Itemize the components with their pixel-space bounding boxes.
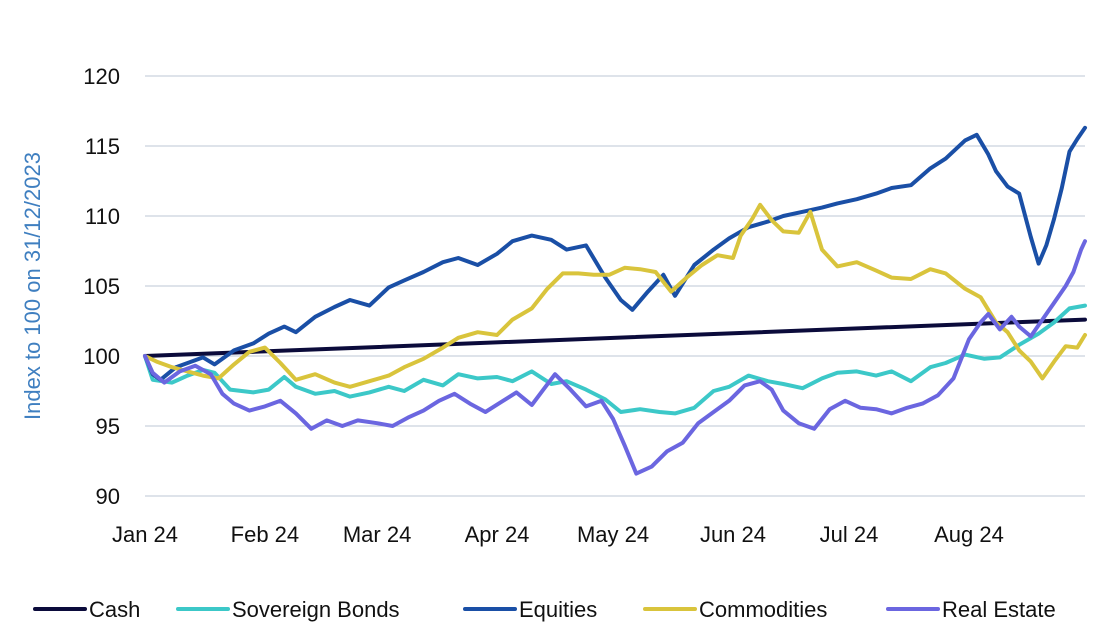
series-line-equities — [143, 125, 1087, 382]
legend-item-equities: Equities — [463, 597, 597, 622]
legend-label: Equities — [519, 597, 597, 622]
legend-label: Commodities — [699, 597, 827, 622]
x-tick-label: Mar 24 — [343, 522, 411, 547]
x-tick-label: Jun 24 — [700, 522, 766, 547]
gridlines — [145, 75, 1085, 497]
series-lines — [143, 125, 1087, 476]
y-axis-tick-labels: 90 95 100 105 110 115 120 — [83, 64, 120, 509]
y-tick-label: 95 — [96, 414, 120, 439]
legend-label: Sovereign Bonds — [232, 597, 400, 622]
x-tick-label: Apr 24 — [465, 522, 530, 547]
legend-item-cash: Cash — [33, 597, 140, 622]
series-line-commodities — [143, 202, 1087, 389]
legend-label: Real Estate — [942, 597, 1056, 622]
x-tick-label: May 24 — [577, 522, 649, 547]
y-tick-label: 110 — [85, 204, 120, 229]
series-line-real-estate — [143, 239, 1087, 476]
x-tick-label: Jul 24 — [820, 522, 879, 547]
y-tick-label: 105 — [83, 274, 120, 299]
series-line-cash — [143, 317, 1087, 358]
x-tick-label: Jan 24 — [112, 522, 178, 547]
y-axis-title: Index to 100 on 31/12/2023 — [20, 152, 45, 420]
series-line-sovereign-bonds — [143, 303, 1087, 416]
x-axis-tick-labels: Jan 24 Feb 24 Mar 24 Apr 24 May 24 Jun 24 Jul … — [112, 522, 1004, 547]
y-tick-label: 115 — [85, 134, 120, 159]
x-tick-label: Feb 24 — [231, 522, 300, 547]
legend-item-commodities: Commodities — [643, 597, 827, 622]
legend-label: Cash — [89, 597, 140, 622]
legend-item-real-estate: Real Estate — [886, 597, 1056, 622]
x-tick-label: Aug 24 — [934, 522, 1004, 547]
y-tick-label: 120 — [83, 64, 120, 89]
legend-item-sovereign-bonds: Sovereign Bonds — [176, 597, 400, 622]
legend: Cash Sovereign Bonds Equities Commodities Re… — [33, 597, 1056, 622]
y-tick-label: 90 — [96, 484, 120, 509]
y-tick-label: 100 — [83, 344, 120, 369]
